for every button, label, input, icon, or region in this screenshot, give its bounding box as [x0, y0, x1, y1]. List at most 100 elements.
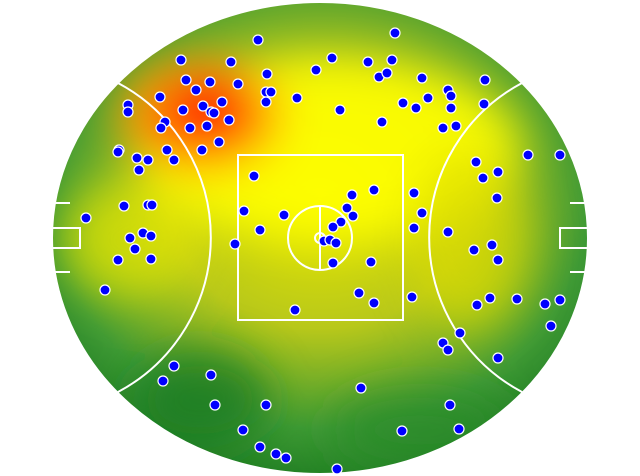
point [146, 199, 158, 211]
point [477, 172, 489, 184]
point [80, 212, 92, 224]
point [330, 237, 342, 249]
point [260, 96, 272, 108]
point [484, 292, 496, 304]
point [491, 192, 503, 204]
point [213, 136, 225, 148]
point [254, 441, 266, 453]
point [486, 239, 498, 251]
point [225, 56, 237, 68]
point [406, 291, 418, 303]
point [129, 243, 141, 255]
point [291, 92, 303, 104]
point [397, 97, 409, 109]
point [346, 189, 358, 201]
point [479, 74, 491, 86]
point [254, 224, 266, 236]
point [157, 375, 169, 387]
point [133, 164, 145, 176]
point [261, 68, 273, 80]
point [326, 52, 338, 64]
points [80, 27, 566, 475]
point [492, 352, 504, 364]
point [422, 92, 434, 104]
point [154, 91, 166, 103]
point [442, 344, 454, 356]
point [99, 284, 111, 296]
point [248, 170, 260, 182]
point [289, 304, 301, 316]
point [124, 232, 136, 244]
point [470, 156, 482, 168]
point [190, 84, 202, 96]
point [270, 448, 282, 460]
point [122, 106, 134, 118]
point [492, 254, 504, 266]
point [331, 463, 343, 475]
point [492, 166, 504, 178]
point [450, 120, 462, 132]
point [355, 382, 367, 394]
point [408, 187, 420, 199]
point [145, 230, 157, 242]
point [196, 144, 208, 156]
point [327, 221, 339, 233]
point [112, 254, 124, 266]
point [131, 152, 143, 164]
point [396, 425, 408, 437]
point [381, 67, 393, 79]
point [444, 399, 456, 411]
field-lines [51, 1, 589, 475]
point [252, 34, 264, 46]
point [353, 287, 365, 299]
point [280, 452, 292, 464]
point [209, 399, 221, 411]
point [232, 78, 244, 90]
point [408, 222, 420, 234]
point [386, 54, 398, 66]
point [112, 146, 124, 158]
point [327, 257, 339, 269]
point [453, 423, 465, 435]
point [442, 226, 454, 238]
point [278, 209, 290, 221]
point [511, 293, 523, 305]
point [376, 116, 388, 128]
point [237, 424, 249, 436]
point [410, 102, 422, 114]
point [478, 98, 490, 110]
point [554, 149, 566, 161]
point [145, 253, 157, 265]
point [368, 184, 380, 196]
point [142, 154, 154, 166]
point [204, 76, 216, 88]
point [265, 86, 277, 98]
point [310, 64, 322, 76]
point [416, 72, 428, 84]
point [197, 100, 209, 112]
point [365, 256, 377, 268]
point [180, 74, 192, 86]
point [216, 96, 228, 108]
point [445, 90, 457, 102]
point [223, 114, 235, 126]
point [341, 202, 353, 214]
point [437, 122, 449, 134]
point [445, 102, 457, 114]
point [471, 299, 483, 311]
point [175, 54, 187, 66]
point [368, 297, 380, 309]
point [468, 244, 480, 256]
point [168, 360, 180, 372]
point [118, 200, 130, 212]
point [161, 144, 173, 156]
point [177, 104, 189, 116]
point [347, 210, 359, 222]
point [201, 120, 213, 132]
point [389, 27, 401, 39]
point [208, 107, 220, 119]
point [334, 104, 346, 116]
point [205, 369, 217, 381]
point [545, 320, 557, 332]
